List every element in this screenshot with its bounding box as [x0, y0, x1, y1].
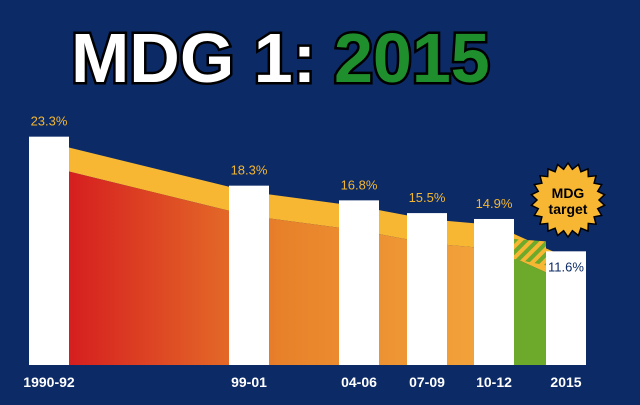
value-label-04-06: 16.8%	[341, 177, 378, 192]
bars	[29, 136, 586, 365]
trend-band	[49, 142, 566, 282]
bar-04-06	[339, 200, 379, 365]
chart-title-prefix: MDG 1:	[71, 19, 316, 97]
badge-line1: MDG	[552, 185, 585, 201]
chart-title-year: 2015	[334, 19, 490, 97]
target-hatch	[514, 238, 546, 266]
value-label-99-01: 18.3%	[231, 163, 268, 178]
bar-10-12	[474, 218, 514, 365]
bar-07-09	[407, 213, 447, 365]
value-labels: 23.3% 18.3% 16.8% 15.5% 14.9% 11.6%	[31, 114, 585, 275]
tick-label-07-09: 07-09	[409, 374, 445, 390]
value-label-07-09: 15.5%	[409, 190, 446, 205]
bar-2015	[546, 251, 586, 365]
tick-label-04-06: 04-06	[341, 374, 377, 390]
tick-label-99-01: 99-01	[231, 374, 267, 390]
tick-label-1990-92: 1990-92	[23, 374, 75, 390]
chart-title: MDG 1: 2015	[69, 17, 493, 100]
value-label-10-12: 14.9%	[476, 196, 513, 211]
tick-label-10-12: 10-12	[476, 374, 512, 390]
mdg-target-badge: MDG target	[530, 161, 606, 239]
badge-line2: target	[549, 201, 588, 217]
value-label-2015: 11.6%	[548, 259, 584, 274]
tick-label-2015: 2015	[550, 374, 581, 390]
bar-99-01	[229, 185, 269, 365]
bar-1990-92	[29, 136, 69, 365]
value-label-1990-92: 23.3%	[31, 114, 68, 129]
x-axis-ticks: 1990-92 99-01 04-06 07-09 10-12 2015	[23, 374, 581, 390]
badge-starburst-icon	[530, 161, 606, 239]
